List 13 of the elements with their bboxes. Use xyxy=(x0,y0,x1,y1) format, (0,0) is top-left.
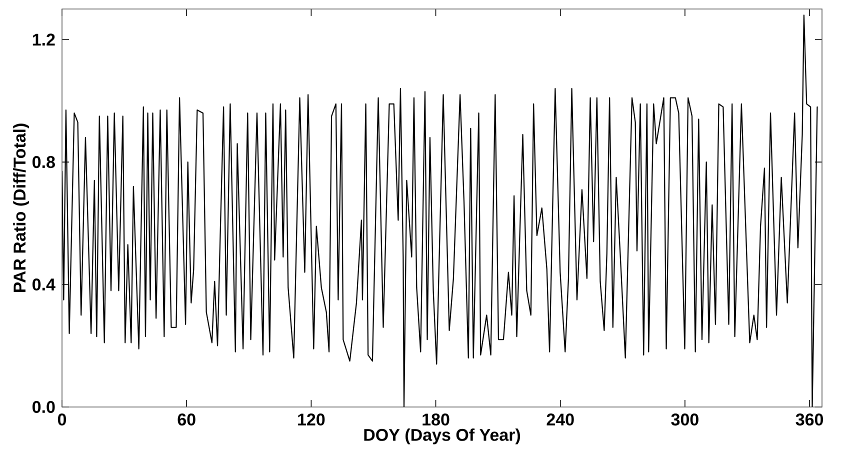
y-axis-title: PAR Ratio (Diff/Total) xyxy=(13,124,29,292)
x-tick-label: 360 xyxy=(796,414,824,426)
x-tick-label: 240 xyxy=(546,414,574,426)
x-tick-label: 300 xyxy=(671,414,698,426)
y-tick-label: 1.2 xyxy=(32,34,55,46)
x-tick-label: 180 xyxy=(422,414,450,426)
x-tick-label: 0 xyxy=(58,414,66,426)
y-tick-label: 0.0 xyxy=(32,400,55,414)
x-tick-label: 120 xyxy=(298,414,325,426)
y-tick-label: 0.8 xyxy=(32,156,55,168)
x-axis-title: DOY (Days Of Year) xyxy=(364,428,520,444)
x-tick-label: 60 xyxy=(178,414,196,426)
y-tick-label: 0.4 xyxy=(32,278,56,291)
